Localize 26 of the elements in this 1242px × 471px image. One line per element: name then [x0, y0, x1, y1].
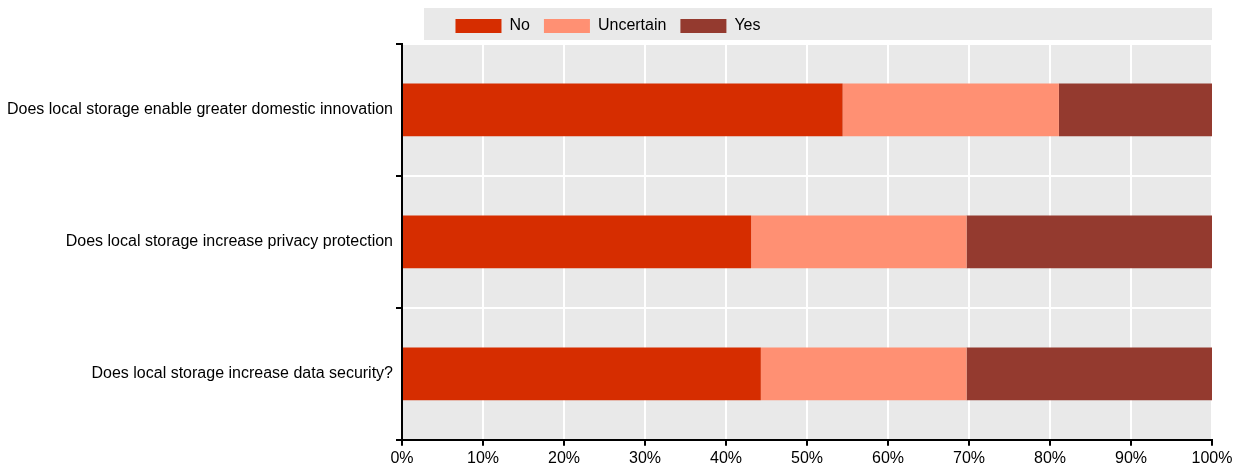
y-tick-label: Does local storage enable greater domestic innovation: [6, 100, 394, 118]
bar: [403, 347, 761, 401]
bar: [751, 215, 967, 269]
x-tick-label: 100%: [1191, 448, 1233, 466]
bar: [966, 215, 1212, 269]
x-tick-label: 40%: [709, 448, 743, 466]
legend-label: Uncertain: [597, 16, 667, 34]
y-tick-label: Does local storage increase data security?: [91, 364, 394, 382]
x-tick-label: 70%: [952, 448, 986, 466]
x-tick-label: 50%: [790, 448, 824, 466]
x-tick-label: 10%: [466, 448, 500, 466]
bar: [403, 83, 843, 137]
x-tick-label: 60%: [871, 448, 905, 466]
x-tick-label: 30%: [628, 448, 662, 466]
bar: [966, 347, 1212, 401]
x-tick-label: 0%: [390, 448, 414, 466]
legend-label: No: [509, 16, 531, 34]
legend-label: Yes: [734, 16, 761, 34]
y-tick-label: Does local storage increase privacy protection: [65, 232, 394, 250]
bar: [403, 215, 752, 269]
x-tick-label: 90%: [1114, 448, 1148, 466]
bar: [842, 83, 1059, 137]
x-tick-label: 20%: [547, 448, 581, 466]
bar: [1058, 83, 1212, 137]
x-tick-label: 80%: [1033, 448, 1067, 466]
bar: [760, 347, 967, 401]
